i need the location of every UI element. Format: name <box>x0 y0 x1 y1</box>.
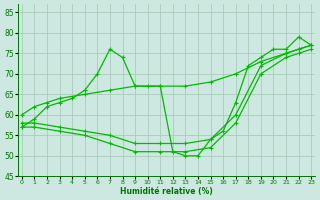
X-axis label: Humidité relative (%): Humidité relative (%) <box>120 187 213 196</box>
